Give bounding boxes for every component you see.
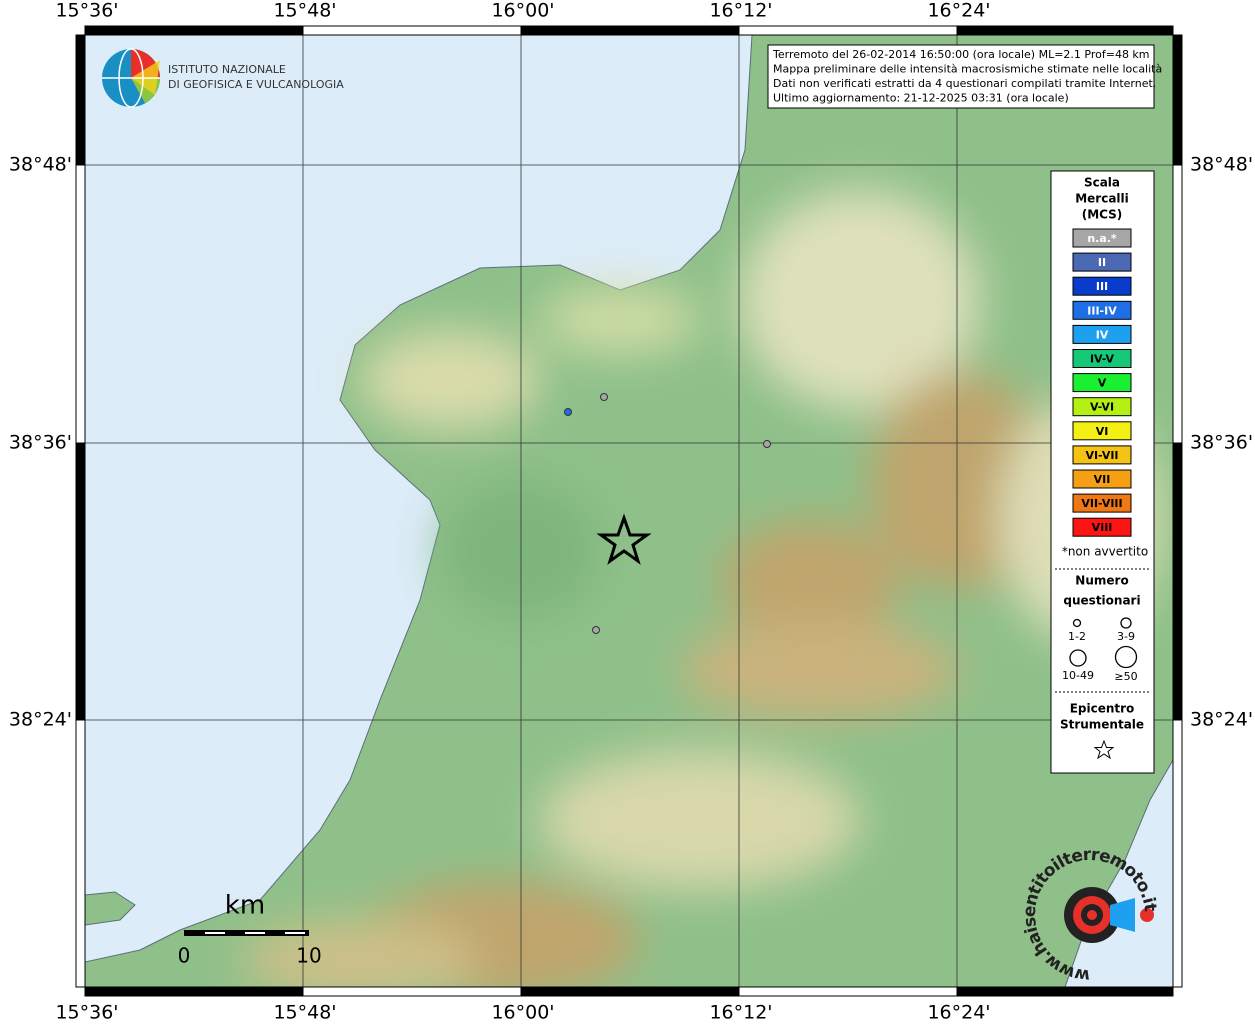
legend-swatch <box>1072 324 1132 344</box>
lat-label: 38°24' <box>9 709 72 731</box>
legend-label: n.a.* <box>1087 232 1117 245</box>
epicenter <box>596 513 652 565</box>
frame-segment <box>75 34 86 166</box>
legend-swatch <box>1072 421 1132 441</box>
legend-label: VII-VIII <box>1081 497 1122 510</box>
legend-swatch <box>1072 300 1132 320</box>
observation <box>763 440 771 448</box>
legend-label: II <box>1098 256 1106 269</box>
legend-title: Epicentro <box>1070 702 1135 716</box>
frame-segment <box>956 986 1174 997</box>
frame-segment <box>302 25 522 36</box>
legend-swatch <box>1072 493 1132 513</box>
frame-segment <box>1172 442 1183 721</box>
lon-label: 15°36' <box>55 0 118 22</box>
lon-label: 16°00' <box>491 1002 554 1024</box>
lat-label: 38°48' <box>1190 154 1253 176</box>
frame-segment <box>520 986 740 997</box>
info-line: Dati non verificati estratti da 4 questi… <box>773 77 1156 90</box>
legend-label: V-VI <box>1090 401 1114 414</box>
frame: 15°36' 15°36' 15°48' 15°48' 16°00' 16°00' 16°1… <box>9 0 1253 1024</box>
frame-segment <box>738 25 958 36</box>
info-line: Terremoto del 26-02-2014 16:50:00 (ora l… <box>772 48 1150 61</box>
frame-segment <box>75 164 86 444</box>
frame-segment <box>75 442 86 721</box>
scale-bar: km 0 10 <box>178 891 322 968</box>
legend-label: V <box>1098 377 1107 390</box>
frame-segment <box>84 25 304 36</box>
scale-label: 10 <box>296 944 321 968</box>
legend-swatch <box>1072 517 1132 537</box>
lat-label: 38°48' <box>9 154 72 176</box>
count-symbol <box>1120 617 1132 629</box>
lon-label: 16°00' <box>491 0 554 22</box>
legend-swatch <box>1072 397 1132 417</box>
frame-segment <box>1172 164 1183 444</box>
count-label: ≥50 <box>1114 670 1137 683</box>
legend-swatch <box>1072 228 1132 248</box>
legend-title: Numero <box>1075 574 1128 588</box>
scale-unit: km <box>225 891 265 921</box>
lon-label: 16°24' <box>927 1002 990 1024</box>
lat-label: 38°36' <box>1190 432 1253 454</box>
observation <box>564 408 572 416</box>
legend-title: Strumentale <box>1060 718 1144 732</box>
frame-segment <box>1172 719 1183 988</box>
legend-title: questionari <box>1063 594 1140 608</box>
legend-label: VI <box>1096 425 1109 438</box>
frame-segment <box>1172 34 1183 166</box>
lon-label: 15°36' <box>55 1002 118 1024</box>
frame-segment <box>75 719 86 988</box>
legend-swatch <box>1072 373 1132 393</box>
epicenter-symbol <box>1093 739 1115 760</box>
count-label: 1-2 <box>1068 630 1086 643</box>
info-box <box>767 44 1155 109</box>
count-label: 3-9 <box>1117 630 1135 643</box>
frame-segment <box>84 986 304 997</box>
legend-swatch <box>1072 252 1132 272</box>
legend-title: (MCS) <box>1082 208 1123 222</box>
island <box>85 891 136 926</box>
legend-label: III <box>1096 280 1108 293</box>
lat-label: 38°24' <box>1190 709 1253 731</box>
legend-title: Mercalli <box>1075 192 1129 206</box>
legend-label: IV <box>1096 328 1109 341</box>
frame-inner <box>84 34 1174 988</box>
frame-segment <box>302 986 522 997</box>
legend-swatch <box>1072 276 1132 296</box>
logo-text: DI GEOFISICA E VULCANOLOGIA <box>168 78 344 91</box>
legend-swatch <box>1072 349 1132 368</box>
info-line: Ultimo aggiornamento: 21-12-2025 03:31 (… <box>773 92 1069 105</box>
legend-label: III-IV <box>1087 304 1117 317</box>
lon-label: 16°24' <box>927 0 990 22</box>
count-symbol <box>1069 649 1087 667</box>
count-symbol <box>1072 618 1082 628</box>
lat-label: 38°36' <box>9 432 72 454</box>
legend-swatch <box>1072 469 1132 489</box>
ingv-logo: ISTITUTO NAZIONALE DI GEOFISICA E VULCAN… <box>102 48 344 108</box>
observation <box>600 393 608 401</box>
frame-segment <box>520 25 740 36</box>
legend-label: VII <box>1094 473 1111 486</box>
count-label: 10-49 <box>1062 669 1094 682</box>
legend-note: *non avvertito <box>1062 545 1148 559</box>
logo-text: ISTITUTO NAZIONALE <box>168 63 286 76</box>
scale-label: 0 <box>178 944 191 968</box>
lon-label: 15°48' <box>273 1002 336 1024</box>
lon-label: 16°12' <box>709 1002 772 1024</box>
lon-label: 15°48' <box>273 0 336 22</box>
legend-label: VIII <box>1092 521 1113 534</box>
info-line: Mappa preliminare delle intensità macros… <box>773 63 1162 76</box>
legend-label: VI-VII <box>1085 449 1118 462</box>
frame-segment <box>956 25 1174 36</box>
legend-swatch <box>1072 445 1132 465</box>
lon-label: 16°12' <box>709 0 772 22</box>
count-symbol <box>1114 645 1138 669</box>
frame-segment <box>738 986 958 997</box>
legend-label: IV-V <box>1090 353 1115 366</box>
legend-title: Scala <box>1084 176 1120 190</box>
observation <box>592 626 600 634</box>
